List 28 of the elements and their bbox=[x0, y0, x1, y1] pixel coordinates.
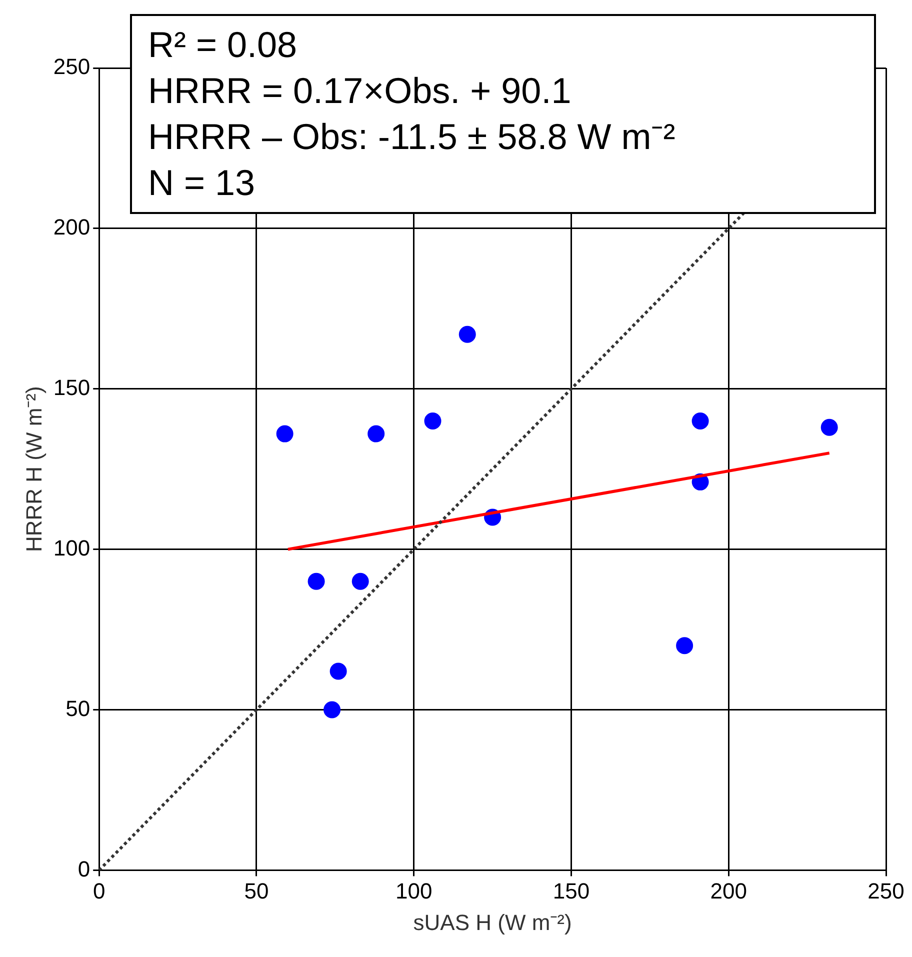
point bbox=[692, 412, 709, 430]
point bbox=[330, 662, 347, 680]
point bbox=[324, 701, 341, 718]
x-axis-title: sUAS H (W m⁻²) bbox=[413, 910, 572, 935]
annotation: N = 13 bbox=[148, 161, 256, 205]
annotation: HRRR = 0.17×Obs. + 90.1 bbox=[148, 69, 572, 113]
x-tick-label: 250 bbox=[868, 878, 904, 904]
y-tick-label: 150 bbox=[53, 374, 90, 400]
y-axis-title: HRRR H (W m⁻²) bbox=[21, 386, 46, 552]
y-tick-label: 100 bbox=[53, 535, 90, 560]
point bbox=[458, 326, 476, 343]
point bbox=[424, 412, 442, 430]
x-tick-label: 50 bbox=[244, 878, 269, 904]
point bbox=[352, 572, 369, 590]
x-tick-label: 150 bbox=[552, 878, 590, 904]
y-tick-label: 0 bbox=[78, 856, 90, 882]
note-box: R² = 0.08 HRRR = 0.17×Obs. + 90.1 HRRR – Obs: -11.5 ± 58.8 W m⁻² N = 13 bbox=[130, 14, 876, 214]
y-tick-label: 250 bbox=[53, 54, 90, 80]
x-tick-label: 200 bbox=[710, 878, 747, 904]
point bbox=[820, 418, 838, 436]
y-tick-label: 200 bbox=[53, 214, 90, 240]
point bbox=[308, 572, 325, 590]
point bbox=[276, 425, 294, 442]
x-tick-label: 100 bbox=[396, 878, 432, 904]
point bbox=[676, 637, 694, 654]
point bbox=[368, 425, 385, 442]
y-tick-label: 50 bbox=[66, 696, 90, 721]
annotation: HRRR – Obs: -11.5 ± 58.8 W m⁻² bbox=[148, 115, 676, 159]
